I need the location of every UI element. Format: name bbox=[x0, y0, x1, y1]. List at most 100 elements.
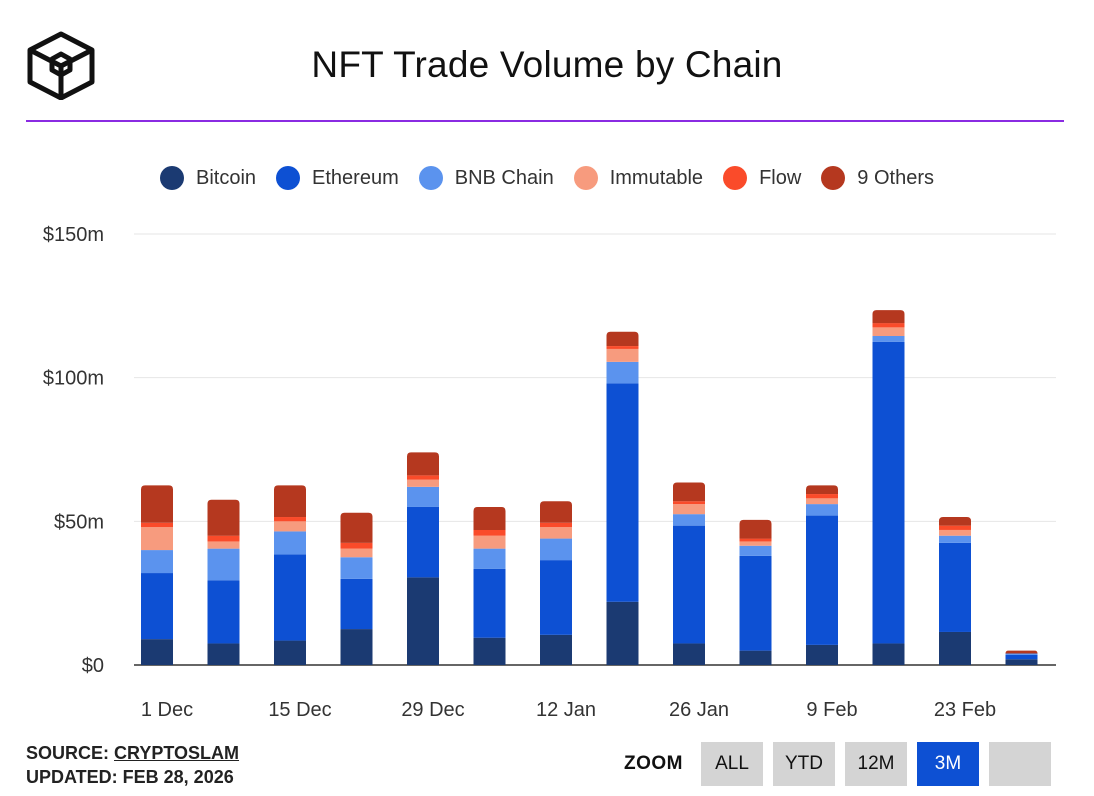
bar-segment-flow bbox=[473, 529, 506, 536]
bar-segment-immutable bbox=[939, 529, 971, 536]
bar-segment-bnb-chain bbox=[939, 535, 971, 543]
bar-segment-ethereum bbox=[872, 341, 905, 644]
bar-segment-bitcoin bbox=[141, 639, 173, 665]
bar-segment-bnb-chain bbox=[473, 548, 506, 569]
bar-segment-9-others bbox=[141, 485, 173, 523]
bar-segment-bnb-chain bbox=[207, 548, 240, 581]
bar-segment-bitcoin bbox=[473, 637, 506, 665]
bar-segment-bitcoin bbox=[872, 643, 905, 665]
zoom-blank-button[interactable] bbox=[989, 742, 1051, 786]
legend-label: 9 Others bbox=[857, 166, 934, 189]
bar-segment-bitcoin bbox=[673, 643, 705, 665]
bar-segment-ethereum bbox=[606, 383, 639, 602]
bar-segment-flow bbox=[606, 346, 639, 349]
legend-label: BNB Chain bbox=[454, 166, 554, 189]
legend-label: Flow bbox=[759, 166, 802, 189]
bar-segment-ethereum bbox=[407, 506, 439, 578]
legend-label: Ethereum bbox=[312, 166, 399, 189]
zoom-12m-button[interactable]: 12M bbox=[845, 742, 907, 786]
bar-segment-9-others bbox=[207, 499, 240, 536]
bar-segment-flow bbox=[141, 522, 173, 528]
bar-segment-flow bbox=[340, 542, 373, 549]
legend-item-flow[interactable]: Flow bbox=[723, 166, 801, 190]
bar-segment-flow bbox=[806, 494, 838, 499]
bar-segment-ethereum bbox=[939, 542, 971, 632]
bar-segment-immutable bbox=[207, 541, 240, 549]
bar-segment-ethereum bbox=[473, 568, 506, 638]
bar-segment-bitcoin bbox=[207, 643, 240, 665]
bar-segment-ethereum bbox=[1005, 654, 1038, 660]
bar-segment-immutable bbox=[340, 548, 373, 558]
bar-segment-bitcoin bbox=[606, 601, 639, 665]
x-tick-label: 23 Feb bbox=[934, 699, 996, 721]
bar-segment-immutable bbox=[274, 521, 306, 532]
bar-segment-9-others bbox=[340, 512, 373, 543]
bar-segment-bnb-chain bbox=[1005, 653, 1038, 655]
updated-line: UPDATED: FEB 28, 2026 bbox=[26, 767, 234, 787]
bar-segment-9-others bbox=[540, 501, 572, 523]
legend-swatch-bitcoin bbox=[160, 166, 184, 190]
bar-segment-bnb-chain bbox=[141, 550, 173, 574]
bar-segment-flow bbox=[540, 522, 572, 528]
source-link[interactable]: CRYPTOSLAM bbox=[114, 743, 240, 763]
y-tick-label: $100m bbox=[43, 368, 104, 390]
bar-segment-flow bbox=[673, 501, 705, 505]
legend-swatch-ethereum bbox=[276, 166, 301, 190]
bar-segment-ethereum bbox=[340, 578, 373, 630]
bar-segment-bitcoin bbox=[939, 631, 971, 665]
zoom-3m-button[interactable]: 3M bbox=[917, 742, 979, 786]
bar-segment-flow bbox=[872, 323, 905, 328]
bar-segment-bitcoin bbox=[806, 644, 838, 665]
x-tick-label: 29 Dec bbox=[401, 699, 464, 721]
source-line: SOURCE: CRYPTOSLAM bbox=[26, 741, 239, 765]
footer: SOURCE: CRYPTOSLAM UPDATED: FEB 28, 2026 bbox=[26, 741, 239, 789]
bar-segment-ethereum bbox=[673, 525, 705, 644]
bar-segment-flow bbox=[407, 475, 439, 480]
legend-item-9-others[interactable]: 9 Others bbox=[821, 166, 934, 190]
bar-segment-immutable bbox=[739, 541, 772, 546]
bar-segment-bnb-chain bbox=[540, 538, 572, 561]
bar-segment-bnb-chain bbox=[274, 531, 306, 555]
bar-segment-ethereum bbox=[274, 554, 306, 641]
y-tick-label: $50m bbox=[54, 511, 104, 533]
legend-swatch-bnb-chain bbox=[418, 166, 443, 190]
legend-swatch-9-others bbox=[821, 166, 846, 190]
legend-swatch-flow bbox=[723, 166, 748, 190]
bar-segment-9-others bbox=[473, 506, 506, 530]
legend-item-immutable[interactable]: Immutable bbox=[573, 166, 704, 190]
bar-segment-9-others bbox=[1005, 650, 1038, 654]
bar-segment-bitcoin bbox=[407, 577, 439, 665]
bar-segment-9-others bbox=[673, 482, 705, 502]
legend-item-ethereum[interactable]: Ethereum bbox=[276, 166, 399, 190]
bar-segment-bnb-chain bbox=[673, 514, 705, 526]
x-tick-label: 9 Feb bbox=[806, 699, 857, 721]
legend-label: Immutable bbox=[609, 166, 704, 189]
bar-segment-bnb-chain bbox=[872, 336, 905, 342]
zoom-label: ZOOM bbox=[624, 753, 683, 774]
bar-segment-bitcoin bbox=[274, 640, 306, 665]
bar-segment-flow bbox=[739, 538, 772, 542]
bar-segment-flow bbox=[939, 525, 971, 530]
bar-segment-immutable bbox=[473, 535, 506, 549]
bar-segment-ethereum bbox=[141, 573, 173, 640]
x-tick-label: 1 Dec bbox=[141, 699, 193, 721]
y-tick-label: $0 bbox=[82, 655, 104, 677]
bar-segment-bitcoin bbox=[540, 634, 572, 665]
zoom-ytd-button[interactable]: YTD bbox=[773, 742, 835, 786]
bar-segment-immutable bbox=[872, 327, 905, 337]
legend-item-bnb-chain[interactable]: BNB Chain bbox=[418, 166, 554, 190]
bar-segment-9-others bbox=[739, 519, 772, 539]
x-tick-label: 12 Jan bbox=[536, 699, 596, 721]
cube-logo-icon bbox=[27, 31, 95, 100]
bar-segment-flow bbox=[274, 517, 306, 522]
zoom-all-button[interactable]: ALL bbox=[701, 742, 763, 786]
bar-segment-bitcoin bbox=[739, 650, 772, 665]
bar-segment-bnb-chain bbox=[806, 504, 838, 516]
bar-segment-ethereum bbox=[540, 560, 572, 635]
bar-segment-9-others bbox=[274, 485, 306, 518]
bar-segment-bnb-chain bbox=[739, 545, 772, 556]
bar-segment-bnb-chain bbox=[340, 557, 373, 579]
legend-item-bitcoin[interactable]: Bitcoin bbox=[160, 166, 256, 190]
bar-segment-9-others bbox=[872, 310, 905, 324]
